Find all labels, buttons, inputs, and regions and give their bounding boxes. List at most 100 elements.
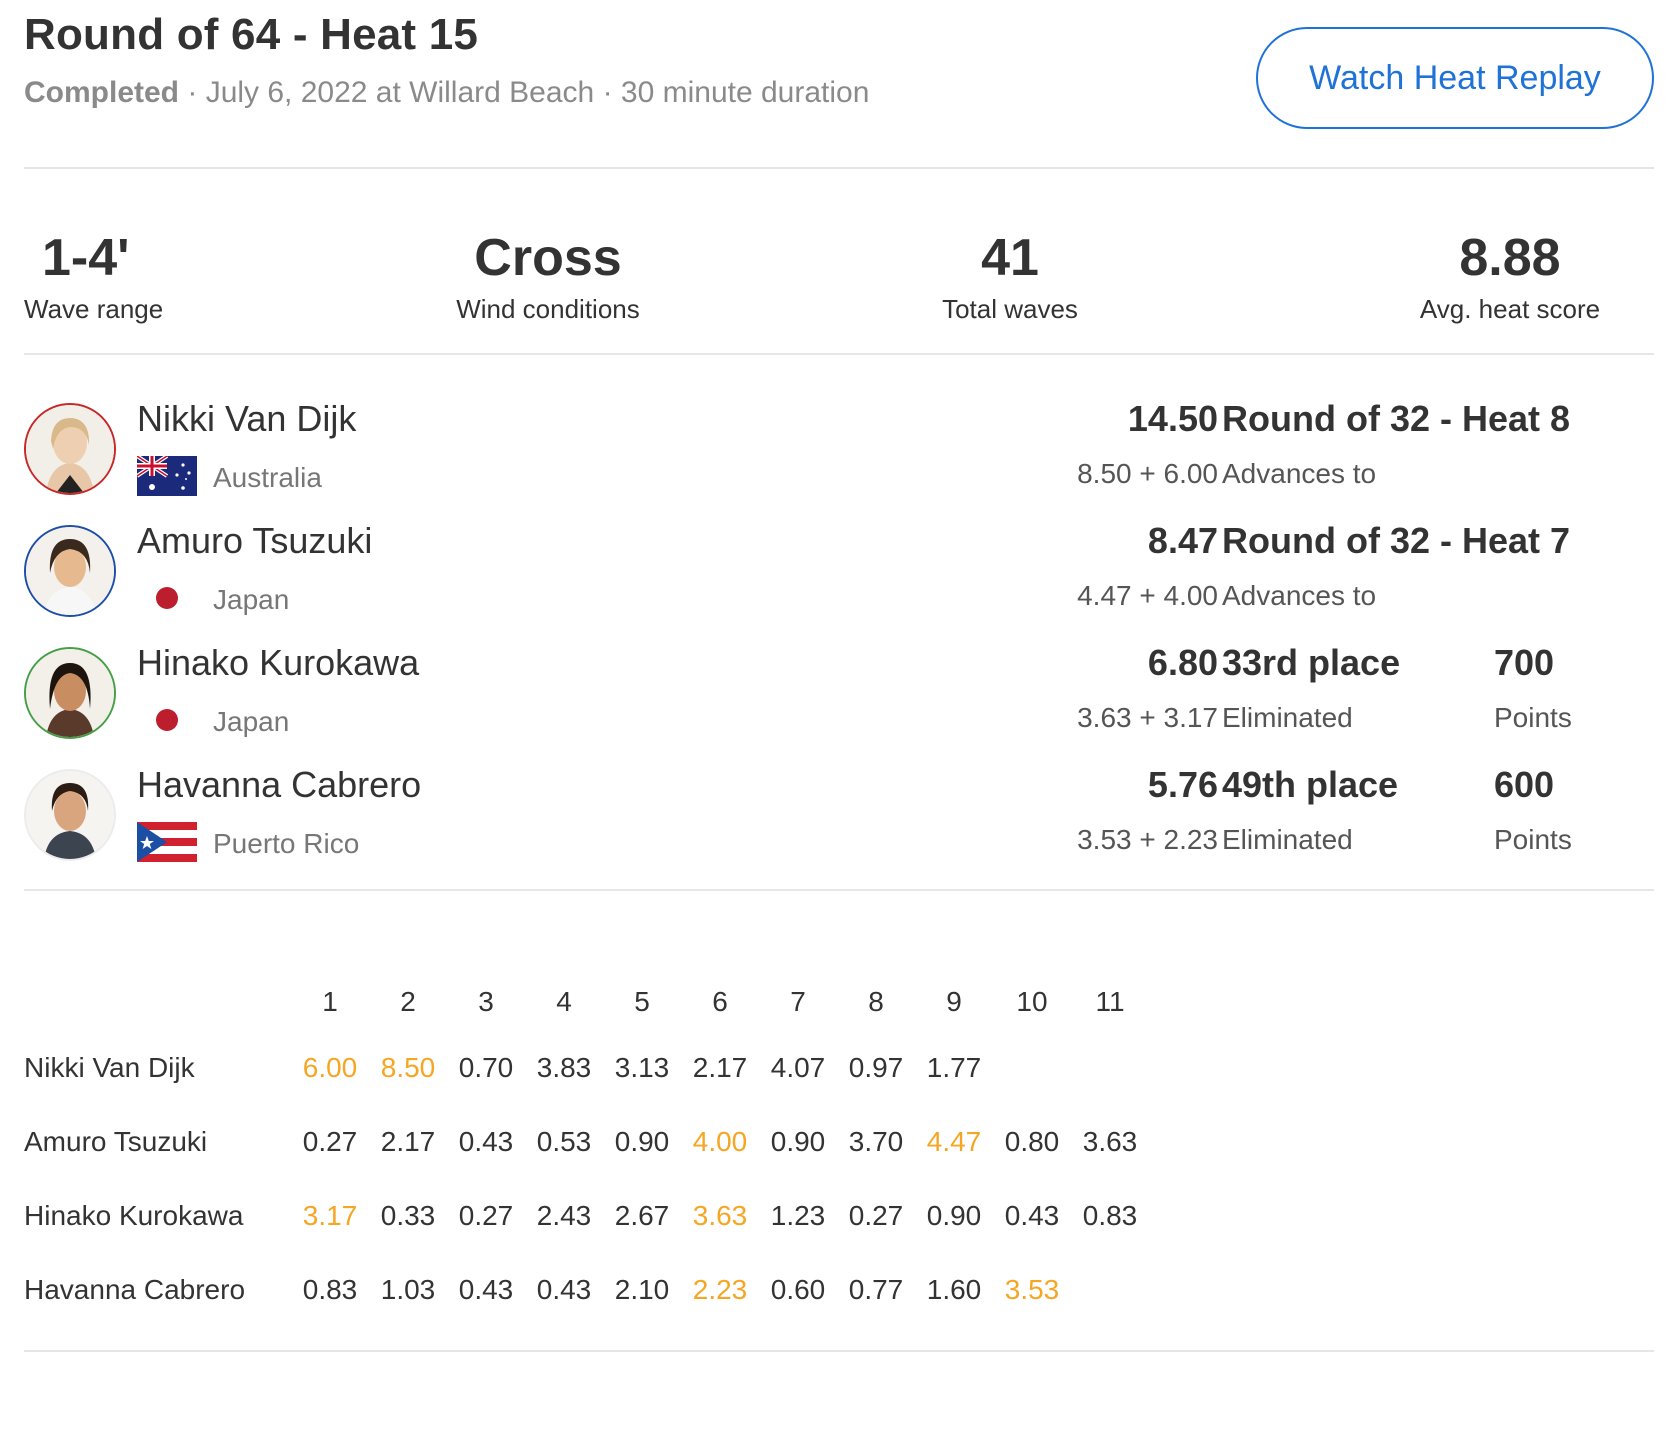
result-status: Advances to — [1222, 458, 1377, 489]
next-heat-link[interactable]: Round of 32 - Heat 7 — [1222, 520, 1571, 561]
points-label: Points — [1494, 824, 1572, 855]
result-status: Eliminated — [1222, 824, 1353, 855]
wave-number-header: 4 — [556, 986, 572, 1017]
next-heat-link[interactable]: Round of 32 - Heat 8 — [1222, 398, 1571, 439]
heat-title: Round of 64 - Heat 15 — [24, 10, 479, 59]
wave-number-header: 9 — [946, 986, 962, 1017]
wave-number-header: 11 — [1095, 986, 1125, 1017]
points-label: Points — [1494, 702, 1572, 733]
wave-score: 4.07 — [770, 1052, 826, 1083]
counting-wave-score: 6.00 — [302, 1052, 358, 1083]
points-value: 700 — [1494, 642, 1555, 683]
athlete-country: Japan — [213, 584, 290, 615]
wave-row-athlete-name: Amuro Tsuzuki — [24, 1126, 208, 1157]
stat-value: 1-4' — [42, 229, 130, 287]
heat-duration: 30 minute duration — [620, 76, 870, 109]
wave-score: 2.43 — [536, 1200, 592, 1231]
stat-value: Cross — [474, 229, 622, 287]
athlete-row[interactable]: Havanna Cabrero Puerto Rico 5.76 3.53 + … — [24, 762, 1654, 882]
wave-score: 0.27 — [458, 1200, 514, 1231]
divider — [24, 1350, 1654, 1352]
athlete-name[interactable]: Hinako Kurokawa — [137, 642, 420, 683]
counting-wave-score: 4.47 — [926, 1126, 982, 1157]
heat-subtitle: Completed · July 6, 2022 at Willard Beac… — [24, 76, 869, 110]
stat-avg-heat-score: 8.88 Avg. heat score — [1362, 228, 1658, 325]
wave-number-header: 5 — [634, 986, 650, 1017]
wave-number-header: 7 — [790, 986, 806, 1017]
wave-score: 3.83 — [536, 1052, 592, 1083]
wave-score: 0.70 — [458, 1052, 514, 1083]
counting-wave-score: 3.53 — [1004, 1274, 1060, 1305]
wave-score: 0.90 — [926, 1200, 982, 1231]
wave-row-athlete-name: Havanna Cabrero — [24, 1274, 246, 1305]
wave-number-header: 1 — [322, 986, 338, 1017]
heat-total-score: 14.50 — [1127, 398, 1218, 439]
divider — [24, 353, 1654, 355]
wave-score: 2.10 — [614, 1274, 670, 1305]
avatar — [24, 647, 116, 739]
score-breakdown: 3.63 + 3.17 — [1077, 702, 1218, 733]
score-breakdown: 4.47 + 4.00 — [1077, 580, 1218, 611]
wave-score: 0.83 — [1082, 1200, 1138, 1231]
counting-wave-score: 8.50 — [380, 1052, 436, 1083]
separator: · — [179, 76, 206, 109]
heat-date-location: July 6, 2022 at Willard Beach — [205, 76, 595, 109]
wave-score: 3.63 — [1082, 1126, 1138, 1157]
stat-wind-conditions: Cross Wind conditions — [448, 228, 648, 325]
wave-score: 3.13 — [614, 1052, 670, 1083]
wave-score: 0.90 — [614, 1126, 670, 1157]
points-value: 600 — [1494, 764, 1555, 805]
wave-score: 0.83 — [302, 1274, 358, 1305]
stat-value: 41 — [981, 229, 1039, 287]
stat-label: Wind conditions — [456, 294, 640, 324]
wave-number-header: 8 — [868, 986, 884, 1017]
score-breakdown: 8.50 + 6.00 — [1077, 458, 1218, 489]
puerto-rico-flag-icon — [137, 822, 197, 862]
wave-score: 0.27 — [302, 1126, 358, 1157]
wave-score: 0.97 — [848, 1052, 904, 1083]
wave-row-athlete-name: Nikki Van Dijk — [24, 1052, 195, 1083]
stat-label: Avg. heat score — [1419, 294, 1601, 324]
japan-flag-icon — [137, 578, 197, 618]
avatar — [24, 769, 116, 861]
wave-score: 1.03 — [380, 1274, 436, 1305]
athlete-row[interactable]: Hinako Kurokawa Japan 6.80 3.63 + 3.17 3… — [24, 640, 1654, 760]
stat-total-waves: 41 Total waves — [930, 228, 1090, 325]
wave-score: 0.43 — [458, 1126, 514, 1157]
separator: · — [594, 76, 621, 109]
stat-value: 8.88 — [1459, 229, 1561, 287]
wave-number-header: 3 — [478, 986, 494, 1017]
athlete-row[interactable]: Nikki Van Dijk Australia 14.50 8.50 + 6.… — [24, 396, 1654, 516]
wave-score: 2.17 — [380, 1126, 436, 1157]
athlete-country: Japan — [213, 706, 290, 737]
wave-score: 0.90 — [770, 1126, 826, 1157]
wave-score: 3.70 — [848, 1126, 904, 1157]
wave-score: 2.17 — [692, 1052, 748, 1083]
wave-score: 2.67 — [614, 1200, 670, 1231]
heat-total-score: 5.76 — [1147, 764, 1218, 805]
stat-label: Total waves — [942, 294, 1078, 324]
wave-score: 1.60 — [926, 1274, 982, 1305]
wave-row-athlete-name: Hinako Kurokawa — [24, 1200, 244, 1231]
result-status: Eliminated — [1222, 702, 1353, 733]
wave-score: 0.43 — [458, 1274, 514, 1305]
divider — [24, 167, 1654, 169]
japan-flag-icon — [137, 700, 197, 740]
counting-wave-score: 3.17 — [302, 1200, 358, 1231]
athlete-row[interactable]: Amuro Tsuzuki Japan 8.47 4.47 + 4.00 Rou… — [24, 518, 1654, 638]
wave-score: 0.43 — [536, 1274, 592, 1305]
counting-wave-score: 3.63 — [692, 1200, 748, 1231]
wave-score: 0.60 — [770, 1274, 826, 1305]
athlete-name[interactable]: Amuro Tsuzuki — [137, 520, 373, 561]
athlete-name[interactable]: Havanna Cabrero — [137, 764, 422, 805]
score-breakdown: 3.53 + 2.23 — [1077, 824, 1218, 855]
athlete-country: Australia — [213, 462, 322, 493]
wave-score: 0.27 — [848, 1200, 904, 1231]
wave-number-header: 10 — [1016, 986, 1048, 1017]
athlete-name[interactable]: Nikki Van Dijk — [137, 398, 357, 439]
wave-score: 0.53 — [536, 1126, 592, 1157]
final-placing: 33rd place — [1222, 642, 1401, 683]
wave-score: 0.43 — [1004, 1200, 1060, 1231]
athlete-country: Puerto Rico — [213, 828, 360, 859]
watch-heat-replay-button[interactable]: Watch Heat Replay — [1256, 27, 1654, 129]
